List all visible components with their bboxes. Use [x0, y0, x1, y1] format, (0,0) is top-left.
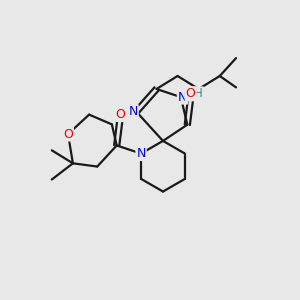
Text: H: H	[194, 87, 203, 100]
Text: O: O	[63, 128, 73, 141]
Text: O: O	[115, 108, 125, 121]
Text: N: N	[128, 105, 138, 118]
Text: N: N	[136, 147, 146, 160]
Text: N: N	[178, 91, 187, 103]
Text: O: O	[186, 87, 196, 100]
